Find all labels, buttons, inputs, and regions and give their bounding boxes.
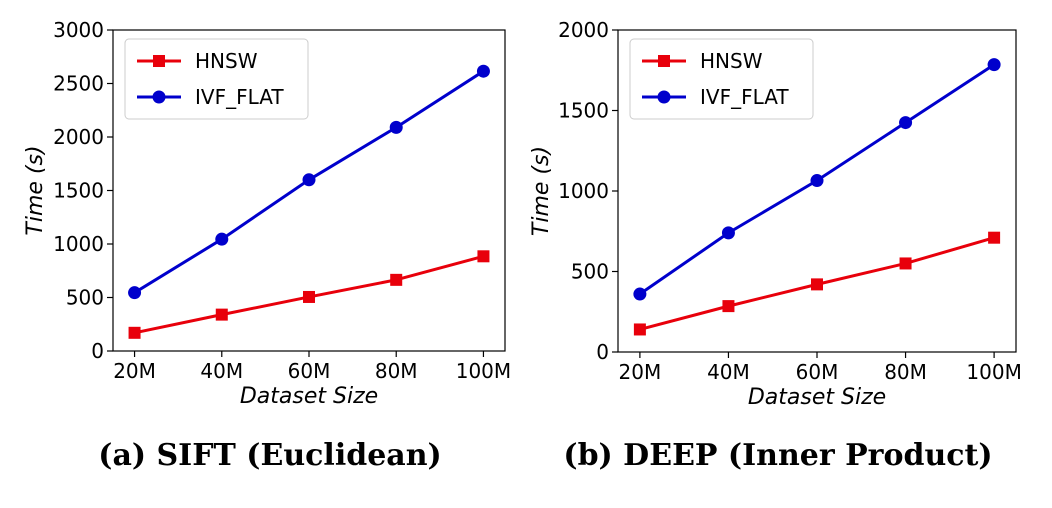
x-axis-label: Dataset Size: [748, 385, 886, 410]
data-point-ivf-flat: [721, 226, 735, 240]
legend-label: HNSW: [700, 49, 763, 73]
chart-panel-1: 0 500 1000 1500 2000 2500 3000 20M 40M 60M 80M 100M…: [23, 18, 511, 409]
y-tick-label: 500: [66, 286, 104, 310]
data-point-ivf-flat: [389, 120, 403, 134]
data-point-hnsw: [215, 308, 228, 321]
x-tick-label: 100M: [966, 360, 1021, 384]
y-axis-label: Time (s): [23, 145, 48, 235]
y-tick-label: 1000: [53, 232, 104, 256]
data-point-hnsw: [633, 323, 646, 336]
x-tick-label: 60M: [796, 360, 839, 384]
x-tick-label: 40M: [200, 359, 243, 383]
legend: HNSW IVF_FLAT: [124, 38, 309, 120]
y-tick-label: 1500: [558, 99, 609, 123]
x-tick-label: 20M: [113, 359, 156, 383]
data-point-hnsw: [390, 273, 403, 286]
y-tick-label: 3000: [53, 18, 104, 42]
data-point-ivf-flat: [302, 173, 316, 187]
data-point-hnsw: [811, 278, 823, 291]
subfigure-caption: (a) SIFT (Euclidean): [98, 438, 441, 473]
y-tick-label: 2000: [53, 125, 104, 149]
y-tick-label: 1000: [558, 179, 609, 203]
data-point-ivf-flat: [128, 286, 142, 300]
legend: HNSW IVF_FLAT: [629, 38, 814, 120]
data-point-ivf-flat: [633, 287, 647, 301]
x-tick-label: 100M: [456, 359, 511, 383]
y-tick-label: 1500: [53, 179, 104, 203]
y-tick-label: 2000: [558, 18, 609, 42]
data-point-hnsw: [899, 257, 912, 270]
chart-panel-2: 0 500 1000 1500 2000 20M 40M 60M 80M 100M Dataset …: [529, 18, 1022, 410]
legend-box: [629, 38, 814, 120]
x-axis-label: Dataset Size: [240, 384, 378, 409]
y-axis-label: Time (s): [529, 146, 554, 236]
legend-marker-circle: [657, 90, 671, 104]
legend-label: IVF_FLAT: [700, 85, 789, 109]
x-tick-label: 40M: [707, 360, 750, 384]
x-tick-label: 80M: [884, 360, 927, 384]
data-point-hnsw: [128, 326, 141, 339]
data-point-hnsw: [988, 231, 1001, 244]
legend-marker-square: [658, 55, 670, 67]
x-tick-label: 20M: [619, 360, 662, 384]
data-point-ivf-flat: [215, 232, 229, 246]
legend-marker-square: [153, 55, 165, 67]
y-tick-label: 0: [91, 339, 104, 363]
subfigure-caption: (b) DEEP (Inner Product): [563, 438, 992, 473]
data-point-ivf-flat: [476, 64, 490, 78]
legend-box: [124, 38, 309, 120]
data-point-ivf-flat: [899, 116, 913, 130]
legend-marker-circle: [152, 90, 166, 104]
y-tick-label: 0: [596, 340, 609, 364]
data-point-hnsw: [303, 290, 315, 303]
legend-label: HNSW: [195, 49, 258, 73]
data-point-hnsw: [477, 250, 490, 263]
data-point-hnsw: [722, 300, 735, 313]
x-tick-label: 60M: [288, 359, 331, 383]
legend-label: IVF_FLAT: [195, 85, 284, 109]
y-tick-label: 2500: [53, 72, 104, 96]
data-point-ivf-flat: [810, 174, 824, 188]
data-point-ivf-flat: [987, 58, 1001, 72]
y-tick-label: 500: [571, 260, 609, 284]
x-tick-label: 80M: [375, 359, 418, 383]
